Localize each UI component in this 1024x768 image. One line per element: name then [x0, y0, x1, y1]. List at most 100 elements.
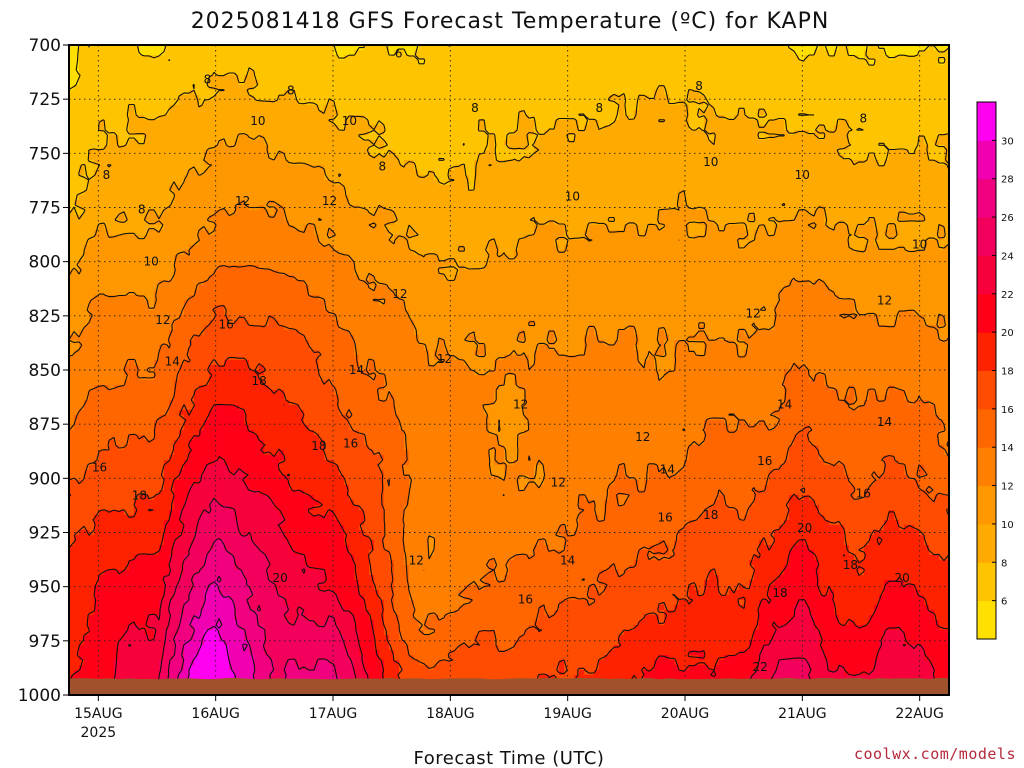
contour-label: 10: [795, 168, 810, 182]
contour-label: 12: [437, 352, 452, 366]
x-tick-label: 17AUG: [309, 706, 358, 722]
contour-label: 8: [859, 112, 867, 126]
y-tick-label: 950: [29, 578, 61, 598]
credit-link[interactable]: coolwx.com/models: [854, 745, 1016, 763]
ground-surface: [69, 677, 949, 695]
contour-label: 12: [877, 294, 892, 308]
colorbar-label: 12: [1001, 482, 1014, 493]
colorbar-swatch: [977, 178, 996, 218]
contour-label: 6: [395, 47, 403, 61]
colorbar-label: 14: [1001, 443, 1014, 454]
x-tick-label: 22AUG: [895, 706, 944, 722]
contour-10: [69, 133, 949, 282]
y-tick-label: 1000: [18, 686, 61, 706]
y-tick-label: 725: [29, 90, 61, 110]
contour-label: 14: [165, 354, 180, 368]
y-tick-label: 875: [29, 415, 61, 435]
y-tick-label: 925: [29, 524, 61, 544]
colorbar-label: 18: [1001, 367, 1014, 378]
contour-label: 16: [657, 510, 672, 524]
contour-label: 12: [409, 554, 424, 568]
contour-label: 10: [143, 255, 158, 269]
colorbar-label: 10: [1001, 520, 1014, 531]
colorbar-swatch: [977, 447, 996, 487]
contour-label: 8: [471, 101, 479, 115]
colorbar-swatch: [977, 332, 996, 371]
contour-labels: 6 8 8 8 8 8 8 8 8 8 10 10 10 10 10 10 10 12 12 12 12 12 12 12 12…: [92, 47, 927, 674]
x-tick-label: 15AUG: [74, 706, 123, 722]
contour-label: 10: [342, 114, 357, 128]
contour-label: 10: [703, 155, 718, 169]
grid-lines: [69, 45, 949, 695]
contour-label: 18: [843, 558, 858, 572]
contour-label: 20: [894, 571, 909, 585]
contour-label: 8: [595, 101, 603, 115]
contour-label: 16: [518, 593, 533, 607]
contour-label: 18: [772, 586, 787, 600]
contour-28: [175, 575, 259, 695]
contour-12: [69, 200, 949, 571]
colorbar-swatch: [977, 523, 996, 563]
contour-label: 8: [138, 203, 146, 217]
contour-label: 12: [235, 194, 250, 208]
contour-label: 8: [287, 84, 295, 98]
contour-label: 8: [378, 159, 386, 173]
colorbar-label: 16: [1001, 405, 1014, 416]
contour-label: 14: [777, 398, 792, 412]
temperature-field: [69, 45, 949, 695]
contour-label: 8: [204, 73, 212, 87]
colorbar-label: 20: [1001, 328, 1014, 339]
y-tick-label: 825: [29, 307, 61, 327]
contour-label: 14: [349, 363, 364, 377]
contour-label: 14: [660, 463, 675, 477]
contour-label: 12: [551, 476, 566, 490]
contour-label: 18: [132, 489, 147, 503]
y-tick-label: 850: [29, 361, 61, 381]
x-tick-label: 21AUG: [778, 706, 827, 722]
y-axis: 700 725 750 775 800 825 850 875 900 925 950 975 1000: [18, 36, 69, 706]
plot-area: 6 8 8 8 8 8 8 8 8 8 10 10 10 10 10 10 10 12 12 12 12 12 12 12 12…: [69, 45, 949, 695]
contour-label: 12: [513, 398, 528, 412]
contour-26: [166, 538, 341, 695]
colorbar-label: 8: [1001, 558, 1007, 569]
contour-label: 20: [797, 521, 812, 535]
x-tick-label: 19AUG: [543, 706, 592, 722]
colorbar-swatch: [977, 102, 996, 141]
chart-title: 2025081418 GFS Forecast Temperature (ºC)…: [191, 9, 830, 34]
colorbar-swatch: [977, 485, 996, 525]
contour-24: [155, 497, 813, 695]
contour-label: 16: [856, 487, 871, 501]
contour-label: 22: [752, 660, 767, 674]
contour-label: 18: [703, 508, 718, 522]
contour-label: 12: [745, 307, 760, 321]
contour-label: 12: [392, 287, 407, 301]
x-tick-sublabel: 2025: [81, 725, 117, 741]
y-tick-label: 975: [29, 632, 61, 652]
colorbar-label: 30: [1001, 136, 1014, 147]
contour-label: 18: [251, 374, 266, 388]
colorbar-label: 6: [1001, 597, 1007, 608]
contour-label: 12: [635, 430, 650, 444]
contour-label: 14: [560, 554, 575, 568]
colorbar-label: 24: [1001, 251, 1014, 262]
contour-label: 8: [103, 168, 111, 182]
contour-label: 14: [877, 415, 892, 429]
contour-label: 10: [250, 114, 265, 128]
contour-label: 16: [757, 454, 772, 468]
contour-label: 12: [155, 313, 170, 327]
contour-8: [69, 67, 949, 220]
contour-label: 16: [219, 318, 234, 332]
colorbar-swatch: [977, 408, 996, 448]
contour-18: [69, 357, 949, 695]
contour-label: 12: [322, 194, 337, 208]
contour-label: 18: [311, 439, 326, 453]
contour-14: [69, 264, 949, 636]
contour-label: 8: [695, 79, 703, 93]
contour-label: 10: [912, 237, 927, 251]
contour-label: 10: [565, 190, 580, 204]
x-tick-label: 16AUG: [191, 706, 240, 722]
x-tick-label: 20AUG: [661, 706, 710, 722]
y-tick-label: 800: [29, 253, 61, 273]
x-axis: 15AUG 2025 16AUG 17AUG 18AUG 19AUG 20AUG 21AUG 2…: [74, 695, 944, 741]
